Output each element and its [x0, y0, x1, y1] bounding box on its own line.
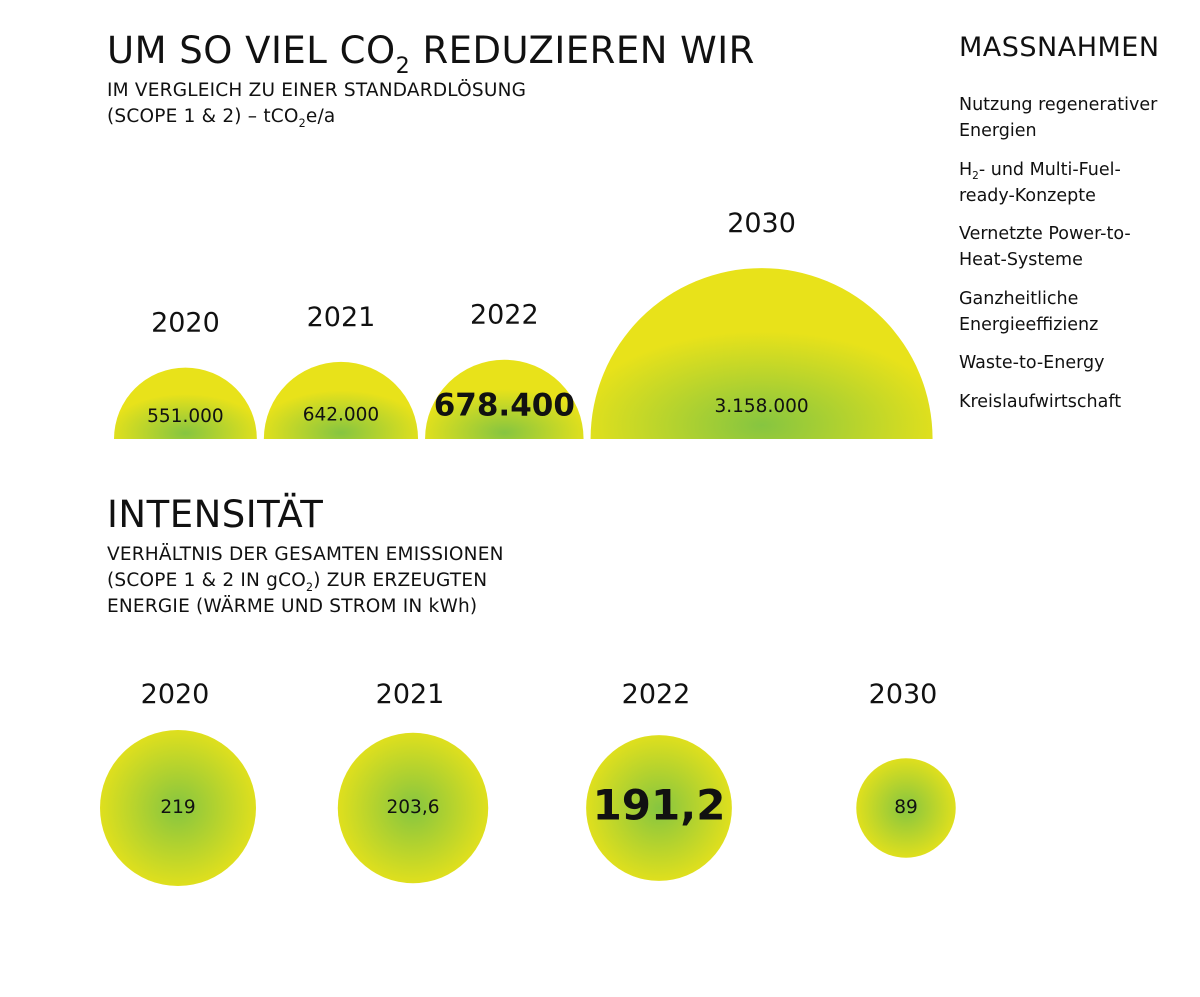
measure-item-line2: Energien	[959, 121, 1037, 141]
measures-title: MASSNAHMEN	[959, 32, 1160, 63]
intensity-bubble-2021	[337, 732, 489, 884]
measure-item-line1-subscript: 2	[972, 170, 979, 183]
measure-item: Waste-to-Energy	[959, 350, 1194, 376]
reduction-subtitle-line2-prefix: (SCOPE 1 & 2) – tCO	[107, 106, 299, 127]
reduction-title-prefix: UM SO VIEL CO	[107, 29, 396, 72]
measures-list: Nutzung regenerativer Energien H2- und Mu…	[959, 92, 1194, 427]
intensity-value-label: 219	[160, 797, 195, 818]
reduction-bubble-2021	[263, 361, 419, 439]
intensity-subtitle-line1: VERHÄLTNIS DER GESAMTEN EMISSIONEN	[107, 544, 504, 565]
reduction-value-label: 3.158.000	[714, 396, 808, 417]
reduction-value-label: 642.000	[303, 405, 380, 426]
reduction-value-label: 678.400	[434, 388, 575, 424]
intensity-subtitle-line2-suffix: ) ZUR ERZEUGTEN	[313, 570, 488, 591]
intensity-year-label: 2022	[622, 679, 691, 710]
reduction-title-suffix: REDUZIEREN WIR	[410, 29, 755, 72]
intensity-subtitle-line2-subscript: 2	[305, 580, 314, 594]
reduction-bubble-2020	[114, 367, 257, 439]
reduction-bubble-2022	[425, 359, 584, 439]
intensity-year-label: 2021	[376, 679, 445, 710]
intensity-value-label: 203,6	[387, 797, 440, 818]
intensity-title: INTENSITÄT	[107, 493, 324, 536]
measure-item-line2: ready-Konzepte	[959, 185, 1096, 206]
measure-item-line1-suffix: - und Multi-Fuel-	[978, 159, 1121, 180]
intensity-subtitle: VERHÄLTNIS DER GESAMTEN EMISSIONEN (SCOP…	[107, 542, 504, 620]
reduction-title: UM SO VIEL CO2 REDUZIEREN WIR	[107, 29, 755, 77]
reduction-subtitle-line2-suffix: e/a	[305, 106, 336, 127]
reduction-year-label: 2020	[151, 308, 220, 339]
reduction-subtitle-line2: (SCOPE 1 & 2) – tCO2e/a	[107, 104, 526, 130]
reduction-title-subscript: 2	[395, 52, 411, 79]
measure-item: H2- und Multi-Fuel-ready-Konzepte	[959, 157, 1194, 209]
reduction-subtitle: IM VERGLEICH ZU EINER STANDARDLÖSUNG (SC…	[107, 78, 526, 130]
intensity-bubble-2030	[856, 758, 956, 858]
measure-item-line1: Kreislaufwirtschaft	[959, 391, 1122, 412]
measure-item-line1: Vernetzte Power-to-	[959, 224, 1131, 244]
intensity-subtitle-line2-prefix: (SCOPE 1 & 2 IN gCO	[107, 570, 306, 591]
measure-item-line2: Energieeffizienz	[959, 314, 1099, 335]
measure-item-line1: H2- und Multi-Fuel-	[959, 157, 1194, 183]
reduction-subtitle-line1: IM VERGLEICH ZU EINER STANDARDLÖSUNG	[107, 80, 527, 101]
reduction-subtitle-line2-subscript: 2	[298, 116, 306, 130]
reduction-year-label: 2021	[307, 302, 376, 333]
intensity-chart: 219 2020 203,6 2021 191,2 2022 89 2030	[100, 679, 956, 886]
intensity-subtitle-line3: ENERGIE (WÄRME UND STROM IN kWh)	[107, 596, 478, 617]
reduction-bubble-2030	[590, 268, 933, 439]
intensity-year-label: 2020	[141, 679, 210, 710]
measure-item-line1-prefix: H	[959, 159, 973, 180]
measure-item-line1: Ganzheitliche	[959, 288, 1079, 309]
reduction-year-label: 2030	[727, 208, 796, 239]
intensity-year-label: 2030	[869, 679, 938, 710]
intensity-bubble-2022	[586, 735, 732, 881]
intensity-subtitle-line2: (SCOPE 1 & 2 IN gCO2) ZUR ERZEUGTEN	[107, 568, 504, 594]
measure-item: Kreislaufwirtschaft	[959, 389, 1194, 415]
measure-item-line1: Waste-to-Energy	[959, 353, 1105, 373]
measure-item-line1: Nutzung regenerativer	[959, 95, 1158, 115]
intensity-value-label: 191,2	[593, 781, 726, 830]
intensity-value-label: 89	[894, 797, 918, 818]
reduction-year-label: 2022	[470, 300, 539, 331]
intensity-bubble-2020	[100, 730, 256, 886]
reduction-value-label: 551.000	[147, 406, 224, 427]
measure-item-line2: Heat-Systeme	[959, 250, 1083, 270]
measure-item: Vernetzte Power-to- Heat-Systeme	[959, 221, 1194, 273]
measure-item: Ganzheitliche Energieeffizienz	[959, 286, 1194, 338]
reduction-chart: 551.000 2020 642.000 2021 678.400 2022 3.158.0…	[114, 208, 933, 439]
measure-item: Nutzung regenerativer Energien	[959, 92, 1194, 144]
